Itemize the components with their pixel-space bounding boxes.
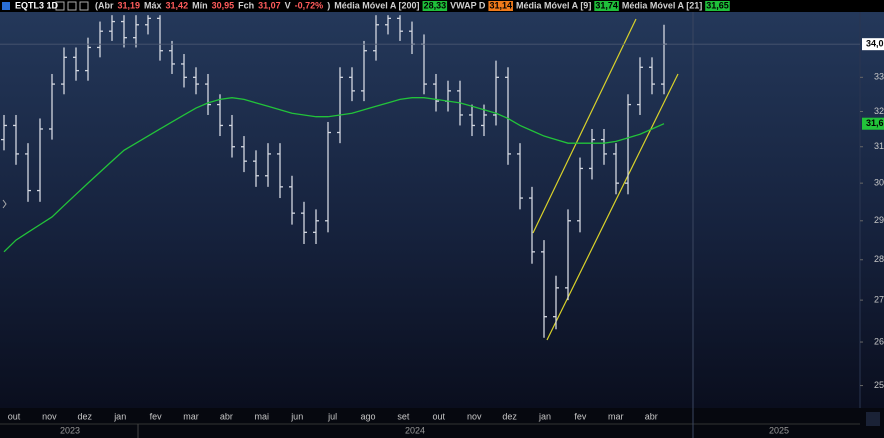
x-tick-label: set	[397, 411, 410, 421]
x-tick-label: jan	[113, 411, 126, 421]
chart-title: EQTL3 1D	[15, 0, 59, 10]
header-text: 31,07	[258, 0, 281, 10]
y-tick-label: 33,	[874, 72, 884, 82]
symbol-icon[interactable]	[2, 2, 10, 10]
trend-line[interactable]	[532, 18, 637, 234]
x-tick-label: dez	[78, 411, 93, 421]
header-text: 31,74	[595, 0, 618, 10]
x-tick-label: mar	[608, 411, 624, 421]
value-badge	[488, 1, 513, 11]
x-tick-label: nov	[42, 411, 57, 421]
header-text: )	[327, 0, 330, 10]
x-tick-label: fev	[150, 411, 163, 421]
x-tick-label: jun	[290, 411, 303, 421]
header-text: 30,95	[212, 0, 235, 10]
price-tag-label: 31,6	[866, 118, 884, 128]
x-tick-label: mai	[255, 411, 270, 421]
value-badge	[422, 1, 448, 11]
header-text: Fch	[238, 0, 254, 10]
value-badge	[594, 1, 619, 11]
x-tick-label: fev	[574, 411, 587, 421]
header-text: 31,42	[166, 0, 189, 10]
x-tick-label: ago	[360, 411, 375, 421]
menu-icon[interactable]	[79, 1, 89, 11]
y-tick-label: 25,	[874, 380, 884, 390]
header-text: 31,65	[706, 0, 729, 10]
header-text: Mín	[192, 0, 208, 10]
x-tick-label: out	[433, 411, 446, 421]
y-tick-label: 32,	[874, 106, 884, 116]
x-tick-label: mar	[183, 411, 199, 421]
y-tick-label: 31,	[874, 141, 884, 151]
header-text: 31,14	[489, 0, 512, 10]
plot-background	[0, 12, 884, 408]
year-label: 2025	[769, 425, 789, 435]
header-text: Média Móvel A [9]	[516, 0, 591, 10]
header-text: (Abr	[95, 0, 114, 10]
y-tick-label: 28,	[874, 254, 884, 264]
price-tag	[862, 117, 884, 130]
y-tick-label: 27,	[874, 294, 884, 304]
scroll-arrow[interactable]	[2, 199, 7, 209]
trend-line[interactable]	[546, 73, 679, 341]
x-tick-label: jul	[327, 411, 337, 421]
header-text: V	[285, 0, 291, 10]
header-text: 31,19	[118, 0, 141, 10]
x-tick-label: nov	[467, 411, 482, 421]
close-icon[interactable]	[67, 1, 77, 11]
year-label: 2023	[60, 425, 80, 435]
x-tick-label: out	[8, 411, 21, 421]
header-text: -0,72%	[295, 0, 324, 10]
x-tick-label: abr	[220, 411, 233, 421]
x-tick-label: jan	[538, 411, 551, 421]
header-text: 28,33	[424, 0, 447, 10]
y-tick-label: 26,	[874, 336, 884, 346]
moving-average	[3, 97, 665, 253]
header-text: VWAP D	[450, 0, 486, 10]
settings-icon[interactable]	[55, 1, 65, 11]
x-tick-label: dez	[502, 411, 517, 421]
x-tick-label: abr	[645, 411, 658, 421]
header-text: Média Móvel A [21]	[622, 0, 702, 10]
y-tick-label: 30,	[874, 178, 884, 188]
y-tick-label: 29,	[874, 215, 884, 225]
price-tag	[862, 38, 884, 51]
year-label: 2024	[405, 425, 425, 435]
corner-button[interactable]	[866, 412, 880, 426]
header-text: Máx	[144, 0, 162, 10]
header-text: Média Móvel A [200]	[334, 0, 419, 10]
value-badge	[705, 1, 730, 11]
time-axis	[0, 408, 884, 438]
price-tag-label: 34,0	[866, 39, 884, 49]
